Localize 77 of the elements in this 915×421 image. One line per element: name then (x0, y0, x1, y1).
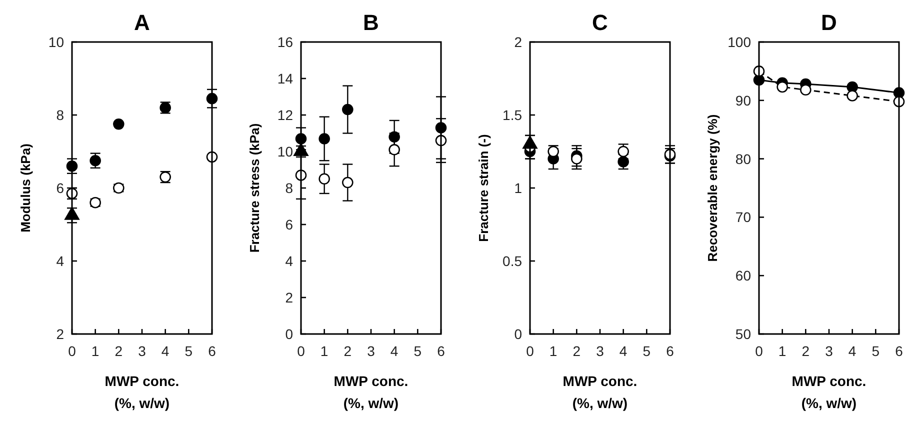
y-tick-label: 80 (735, 150, 752, 167)
point (571, 153, 582, 164)
y-tick-label: 10 (277, 144, 294, 160)
x-tick-label: 5 (414, 343, 422, 359)
x-axis-title: MWP conc. (%, w/w) (792, 373, 866, 411)
y-tick-label: 10 (48, 34, 64, 50)
x-tick-label: 0 (68, 343, 76, 359)
point (342, 104, 354, 116)
x-tick-label: 6 (895, 343, 904, 359)
point (548, 146, 559, 158)
x-tick-label: 1 (778, 343, 786, 359)
x-tick-label: 2 (344, 343, 352, 359)
x-tick-label: 2 (572, 343, 581, 359)
y-axis-title: Recoverable energy (%) (705, 114, 720, 262)
x-tick-label: 0 (755, 343, 764, 359)
chart-title: D (821, 10, 837, 35)
y-tick-label: 2 (285, 290, 294, 306)
x-tick-label: 3 (825, 343, 834, 359)
y-tick-label: 1.5 (502, 107, 522, 123)
chart-title: B (363, 10, 379, 35)
y-tick-label: 0 (285, 326, 294, 342)
x-tick-label: 5 (872, 343, 880, 359)
y-tick-label: 6 (285, 216, 294, 232)
x-tick-label: 2 (114, 343, 123, 359)
x-tick-label: 6 (437, 343, 446, 359)
x-tick-label: 5 (184, 343, 193, 359)
x-tick-label: 4 (390, 343, 398, 359)
y-tick-label: 12 (277, 107, 294, 123)
x-tick-label: 0 (526, 343, 534, 359)
x-tick-label: 6 (666, 343, 674, 359)
x-tick-label: 0 (297, 343, 306, 359)
y-tick-label: 2 (514, 34, 522, 50)
x-axis-title: MWP conc. (%, w/w) (562, 373, 638, 411)
x-tick-label: 1 (91, 343, 100, 359)
y-tick-label: 2 (56, 326, 64, 342)
x-tick-label: 3 (596, 343, 604, 359)
y-axis-title: Fracture stress (kPa) (247, 123, 262, 253)
y-tick-label: 1 (514, 180, 522, 196)
x-tick-label: 4 (161, 343, 170, 359)
x-tick-label: 2 (802, 343, 810, 359)
x-tick-label: 3 (138, 343, 146, 359)
point (90, 154, 101, 166)
y-tick-label: 100 (728, 34, 752, 50)
point (113, 118, 124, 130)
point (318, 133, 330, 144)
y-tick-label: 8 (56, 107, 64, 123)
x-axis-title: MWP conc. (%, w/w) (334, 373, 408, 411)
y-tick-label: 60 (735, 268, 752, 284)
x-tick-label: 6 (208, 343, 216, 359)
point (846, 90, 858, 102)
y-tick-label: 14 (277, 70, 294, 86)
y-tick-label: 0 (514, 326, 522, 342)
y-tick-label: 16 (277, 34, 294, 50)
y-axis-title: Fracture strain (-) (476, 134, 491, 242)
x-tick-label: 1 (549, 343, 558, 359)
y-tick-label: 6 (56, 180, 64, 196)
y-tick-label: 70 (735, 209, 752, 226)
y-tick-label: 90 (735, 92, 752, 108)
y-tick-label: 0.5 (502, 253, 522, 269)
chart-title: C (592, 10, 608, 35)
x-tick-label: 5 (642, 343, 651, 359)
x-axis-title: MWP conc. (%, w/w) (104, 373, 180, 411)
x-tick-label: 4 (848, 343, 856, 359)
chart-title: A (134, 10, 150, 35)
x-tick-label: 1 (320, 343, 328, 359)
x-tick-label: 3 (367, 343, 376, 359)
y-axis-title: Modulus (kPa) (18, 144, 33, 232)
y-tick-label: 4 (56, 253, 64, 269)
point (800, 84, 812, 96)
point (776, 81, 788, 93)
point (342, 176, 354, 188)
y-tick-label: 4 (285, 253, 294, 269)
y-tick-label: 50 (735, 326, 752, 342)
point (318, 173, 330, 185)
point (388, 144, 400, 156)
x-tick-label: 4 (619, 343, 628, 359)
y-tick-label: 8 (285, 180, 294, 196)
